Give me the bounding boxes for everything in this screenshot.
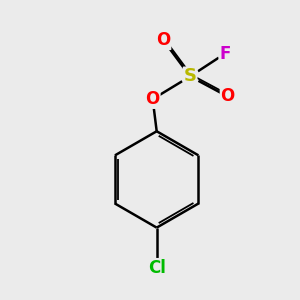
Text: Cl: Cl — [148, 259, 166, 277]
Text: O: O — [156, 31, 170, 49]
Text: S: S — [184, 68, 197, 85]
Text: F: F — [219, 45, 231, 63]
Text: O: O — [220, 88, 235, 106]
Text: O: O — [146, 90, 160, 108]
